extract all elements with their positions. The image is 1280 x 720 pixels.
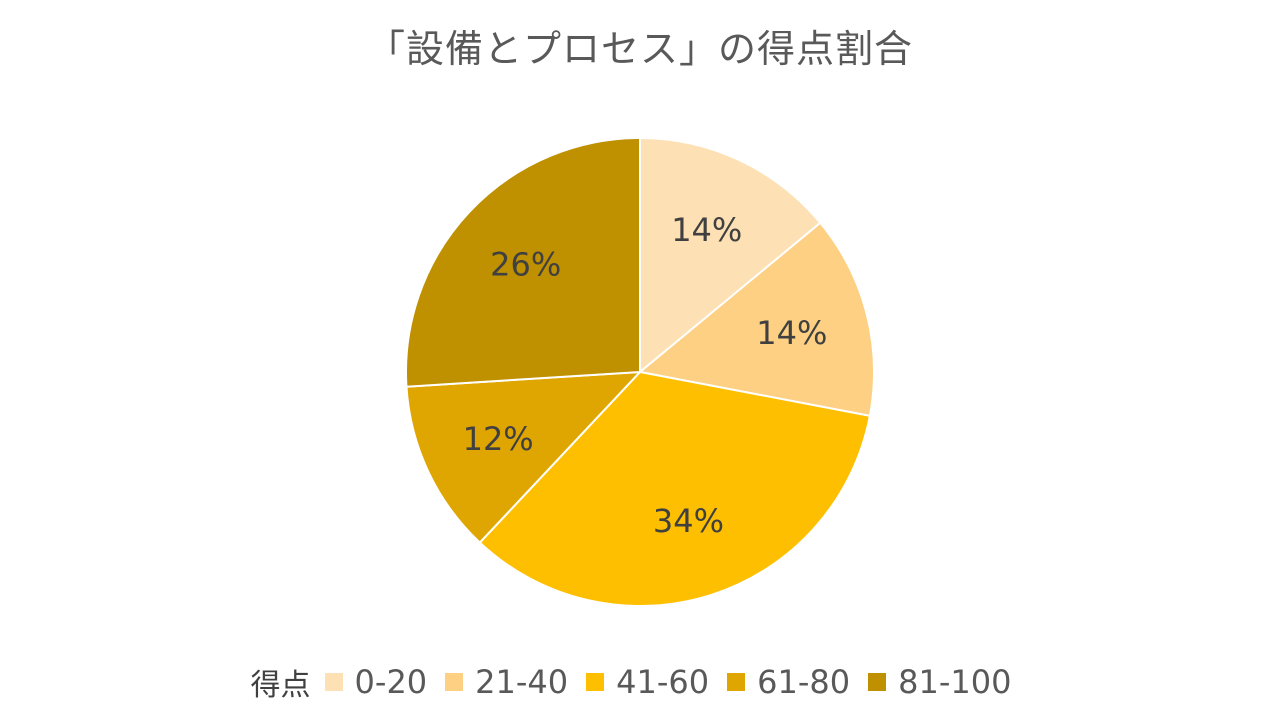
legend-title: 得点 <box>250 668 311 703</box>
legend-swatch-21-40 <box>445 673 464 691</box>
pie-slice-61-80 <box>405 370 643 544</box>
data-label-41-60: 34% <box>653 502 724 540</box>
pie-slice-41-60 <box>478 370 872 607</box>
data-label-81-100: 26% <box>490 246 561 284</box>
legend-swatch-41-60 <box>586 673 605 691</box>
legend-label-81-100: 81-100 <box>898 663 1012 701</box>
chart-title: 「設備とプロセス」の得点割合 <box>366 27 913 71</box>
data-label-61-80: 12% <box>463 420 534 458</box>
legend-label-0-20: 0-20 <box>354 663 428 701</box>
legend-swatch-0-20 <box>324 673 343 691</box>
pie-slice-0-20 <box>639 136 822 375</box>
legend-item-81-100: 81-100 <box>868 663 1011 701</box>
legend-label-21-40: 21-40 <box>475 663 569 701</box>
pie-slice-81-100 <box>405 136 641 388</box>
pie-slice-21-40 <box>637 221 875 418</box>
legend-item-61-80: 61-80 <box>727 663 850 701</box>
legend-swatch-61-80 <box>727 673 746 691</box>
data-label-21-40: 14% <box>756 314 827 352</box>
legend-label-41-60: 41-60 <box>616 663 710 701</box>
legend-label-61-80: 61-80 <box>757 663 851 701</box>
legend-item-21-40: 21-40 <box>445 663 568 701</box>
legend-item-0-20: 0-20 <box>324 663 428 701</box>
legend-swatch-81-100 <box>868 673 887 691</box>
data-label-0-20: 14% <box>671 211 742 249</box>
legend: 得点 0-20 21-40 41-60 61-80 81-100 <box>0 660 1280 704</box>
legend-item-41-60: 41-60 <box>586 663 709 701</box>
